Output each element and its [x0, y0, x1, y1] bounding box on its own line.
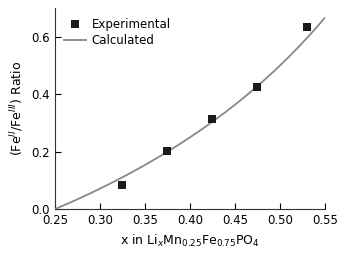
Calculated [323, 16, 327, 20]
Calculated [54, 207, 58, 210]
Calculated [53, 208, 57, 211]
Experimental [305, 25, 309, 29]
X-axis label: x in Li$_{x}$Mn$_{0.25}$Fe$_{0.75}$PO$_{4}$: x in Li$_{x}$Mn$_{0.25}$Fe$_{0.75}$PO$_{… [120, 233, 260, 249]
Calculated [212, 118, 217, 122]
Experimental [120, 183, 125, 186]
Calculated [213, 118, 218, 121]
Experimental [210, 117, 215, 120]
Experimental [165, 150, 170, 153]
Line: Experimental: Experimental [119, 23, 311, 189]
Y-axis label: (Fe$^{II}$/Fe$^{III}$) Ratio: (Fe$^{II}$/Fe$^{III}$) Ratio [8, 61, 26, 156]
Calculated [280, 62, 284, 65]
Line: Calculated: Calculated [55, 18, 325, 209]
Calculated [298, 44, 302, 48]
Legend: Experimental, Calculated: Experimental, Calculated [61, 14, 174, 51]
Experimental [255, 86, 260, 89]
Calculated [218, 115, 222, 118]
